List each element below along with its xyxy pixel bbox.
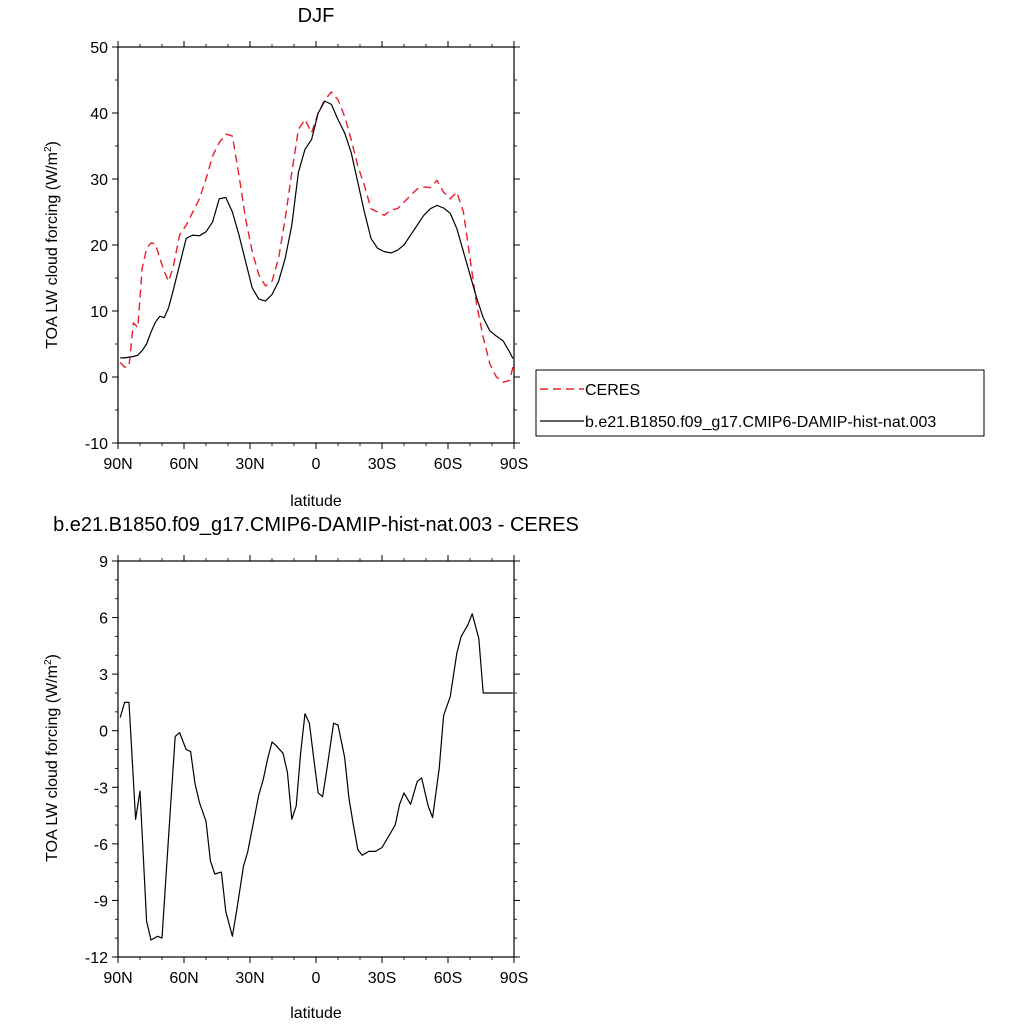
y-axis-ticks-top: -10 0 10 20 30 40 50 [85,40,520,453]
y-tick-label: 10 [90,304,108,321]
x-tick-label: 30N [235,970,264,987]
x-tick-label: 0 [312,456,321,473]
legend-label-ceres: CERES [585,382,640,399]
x-axis-label-top: latitude [290,493,342,510]
x-tick-label: 0 [312,970,321,987]
y-axis-label-end-top: ) [44,141,61,146]
series-line-bottom-0 [119,613,513,941]
y-tick-label: 9 [99,554,108,571]
plot-frame-bottom [117,560,515,958]
x-axis-ticks-bottom: 90N 60N 30N 0 30S 60S 90S [103,555,528,987]
x-axis-ticks-top: 90N 60N 30N 0 30S 60S 90S [103,41,528,473]
y-tick-label: 0 [99,724,108,741]
chart-title-bottom: b.e21.B1850.f09_g17.CMIP6-DAMIP-hist-nat… [53,514,579,536]
x-tick-label: 30S [368,456,396,473]
y-tick-label: -9 [94,893,108,910]
y-tick-label: 0 [99,370,108,387]
chart-panel-bottom: b.e21.B1850.f09_g17.CMIP6-DAMIP-hist-nat… [43,514,579,1022]
x-tick-label: 60N [169,970,198,987]
y-tick-label: 6 [99,611,108,628]
x-tick-label: 90S [500,970,528,987]
y-tick-label: -6 [94,837,108,854]
series-line-top-0 [119,91,514,383]
legend-box [535,369,985,437]
y-axis-label-bottom: TOA LW cloud forcing (W/m2) [43,654,61,862]
y-tick-label: -12 [85,950,108,967]
legend-label-model: b.e21.B1850.f09_g17.CMIP6-DAMIP-hist-nat… [585,414,936,431]
y-axis-label-text-bottom: TOA LW cloud forcing (W/m [44,665,61,862]
chart-panel-top: DJF -10 0 10 20 30 40 50 90N 60N 30N 0 30S 60S 90S l… [43,5,985,510]
x-tick-label: 90N [103,970,132,987]
y-axis-label-top: TOA LW cloud forcing (W/m2) [43,141,61,349]
y-tick-label: 40 [90,106,108,123]
plot-frame-top [117,46,515,444]
y-axis-label-end-bottom: ) [44,654,61,659]
chart-title-top: DJF [298,5,335,27]
x-tick-label: 60N [169,456,198,473]
x-tick-label: 90S [500,456,528,473]
legend: CERES b.e21.B1850.f09_g17.CMIP6-DAMIP-hi… [535,369,985,437]
y-tick-label: -10 [85,436,108,453]
y-tick-label: 3 [99,667,108,684]
y-axis-label-sup-bottom: 2 [43,659,54,665]
x-tick-label: 90N [103,456,132,473]
series-line-top-1 [120,100,514,359]
x-tick-label: 30S [368,970,396,987]
y-tick-label: -3 [94,780,108,797]
series-group-bottom [119,613,513,941]
series-group-top [119,91,514,383]
y-axis-label-sup-top: 2 [43,146,54,152]
y-tick-label: 30 [90,172,108,189]
y-axis-label-text-top: TOA LW cloud forcing (W/m [44,152,61,349]
x-tick-label: 60S [434,456,462,473]
y-axis-ticks-bottom: -12 -9 -6 -3 0 3 6 9 [85,554,520,967]
y-tick-label: 20 [90,238,108,255]
x-tick-label: 60S [434,970,462,987]
y-tick-label: 50 [90,40,108,57]
x-tick-label: 30N [235,456,264,473]
x-axis-label-bottom: latitude [290,1005,342,1022]
